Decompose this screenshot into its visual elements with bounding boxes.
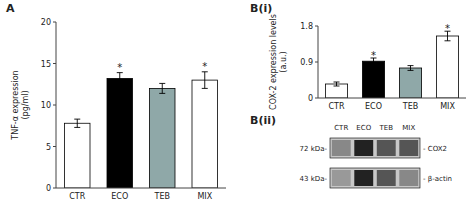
error-bar-cap — [334, 86, 340, 87]
band — [332, 170, 351, 186]
blot-background — [330, 168, 420, 188]
row-label: 72 kDa- — [300, 145, 328, 153]
error-bar-cap — [74, 127, 80, 128]
plot-area — [65, 72, 218, 188]
x-tick-label: TEB — [154, 192, 170, 201]
panel-label: B(i) — [250, 2, 272, 15]
panel-label: B(ii) — [250, 114, 276, 127]
error-bar-stem — [410, 66, 411, 71]
band — [377, 170, 396, 186]
error-bar-stem — [162, 83, 163, 93]
x-tick-label: MIX — [197, 192, 212, 201]
y-tick-label: 1.8 — [300, 22, 313, 31]
error-bar — [408, 66, 414, 71]
band-label: - β-actin — [423, 175, 452, 183]
band — [399, 140, 418, 156]
x-axis — [318, 98, 466, 99]
bar — [65, 123, 91, 188]
bar — [362, 61, 384, 98]
band — [377, 140, 396, 156]
significance-marker: * — [371, 50, 376, 61]
band — [354, 170, 373, 186]
bar-panel: A TNF-α expression(pg/ml) 0 5 10 15 20 * * CTR ECO… — [6, 2, 226, 201]
bar — [325, 84, 347, 98]
bar — [107, 78, 133, 188]
y-axis-label: COX-2 expression levels(a.u.) — [269, 14, 288, 110]
blot-background — [330, 138, 420, 158]
band — [332, 140, 351, 156]
bar-panel: B(i)COX-2 expression levels(a.u.) 0 0.9 1.8… — [250, 2, 466, 111]
significance-marker: * — [445, 23, 450, 34]
error-bar-stem — [119, 73, 120, 85]
error-bar-cap — [334, 82, 340, 83]
lane-label: TEB — [378, 124, 393, 132]
error-bar-cap — [202, 88, 208, 89]
error-bar — [202, 72, 208, 89]
error-bar-cap — [445, 40, 451, 41]
bar — [192, 80, 218, 188]
x-tick-label: MIX — [440, 102, 455, 111]
error-bar-cap — [371, 64, 377, 65]
error-bar-stem — [77, 119, 78, 127]
error-bar — [334, 82, 340, 86]
band — [354, 140, 373, 156]
significance-marker: * — [117, 62, 122, 73]
lane-label: ECO — [356, 124, 371, 132]
significance-marker: * — [202, 61, 207, 72]
x-tick-label: CTR — [328, 102, 344, 111]
error-bar — [74, 119, 80, 127]
x-tick-label: ECO — [365, 102, 382, 111]
y-axis-label: TNF-α expression(pg/ml) — [11, 70, 30, 140]
error-bar-stem — [204, 72, 205, 89]
error-bar-cap — [408, 65, 414, 66]
bar — [399, 68, 421, 98]
error-bar-cap — [159, 93, 165, 94]
error-bar-stem — [336, 82, 337, 86]
x-tick-label: TEB — [402, 102, 418, 111]
band — [399, 170, 418, 186]
y-axis — [56, 22, 57, 188]
x-axis — [56, 188, 226, 189]
y-tick-label: 15 — [41, 60, 51, 69]
error-bar — [159, 83, 165, 93]
y-axis — [318, 26, 319, 98]
y-axis-label-line: (pg/ml) — [21, 90, 30, 119]
y-tick-label: 20 — [41, 18, 51, 27]
plot-area — [325, 31, 458, 98]
x-tick-label: ECO — [111, 192, 128, 201]
lane-label: CTR — [334, 124, 348, 132]
y-tick-label: 0 — [46, 184, 51, 193]
y-tick-label: 10 — [41, 101, 51, 110]
lane-label: MIX — [402, 124, 415, 132]
error-bar-cap — [159, 83, 165, 84]
bar — [436, 36, 458, 98]
bar — [150, 88, 176, 188]
panel-label: A — [6, 2, 15, 15]
row-label: 43 kDa- — [300, 175, 328, 183]
blot-panel: B(ii) CTR ECO TEB MIX 72 kDa- - COX2 43 kDa- - β… — [250, 114, 452, 188]
error-bar-cap — [408, 70, 414, 71]
y-tick-label: 5 — [46, 143, 51, 152]
y-axis-label-line: (a.u.) — [279, 51, 288, 72]
x-tick-label: CTR — [69, 192, 85, 201]
figure: A TNF-α expression(pg/ml) 0 5 10 15 20 * * CTR ECO… — [0, 0, 474, 214]
error-bar-cap — [117, 84, 123, 85]
y-tick-label: 0 — [308, 94, 313, 103]
y-axis-label-line: TNF-α expression — [11, 70, 20, 140]
error-bar — [117, 73, 123, 85]
y-tick-label: 0.9 — [300, 58, 313, 67]
error-bar-cap — [74, 119, 80, 120]
y-axis-label-line: COX-2 expression levels — [269, 14, 278, 110]
band-label: - COX2 — [423, 145, 447, 153]
